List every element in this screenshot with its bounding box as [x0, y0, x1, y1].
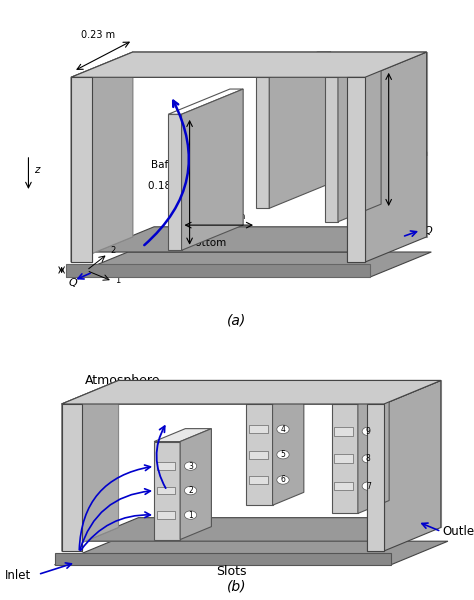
Polygon shape: [71, 52, 427, 77]
Text: Inlet: Inlet: [5, 569, 31, 582]
Text: 6: 6: [281, 475, 285, 484]
Polygon shape: [71, 52, 133, 262]
Text: 3: 3: [188, 461, 193, 470]
Polygon shape: [154, 442, 180, 539]
Polygon shape: [157, 462, 175, 470]
Polygon shape: [82, 518, 424, 541]
Text: H=0.21 m: H=0.21 m: [375, 148, 428, 158]
Polygon shape: [180, 428, 211, 539]
Circle shape: [184, 487, 197, 495]
Text: Q: Q: [423, 226, 432, 236]
Text: 8: 8: [366, 454, 371, 463]
Text: 4: 4: [281, 425, 285, 434]
Polygon shape: [335, 482, 353, 490]
Polygon shape: [62, 380, 441, 404]
Polygon shape: [55, 553, 391, 565]
Text: Baffle: Baffle: [151, 160, 181, 170]
Polygon shape: [249, 451, 268, 458]
Text: Slots: Slots: [216, 565, 246, 578]
Polygon shape: [62, 404, 82, 551]
Polygon shape: [384, 380, 441, 551]
Polygon shape: [133, 52, 427, 237]
Polygon shape: [71, 77, 92, 262]
Polygon shape: [249, 476, 268, 484]
Polygon shape: [82, 404, 367, 541]
Polygon shape: [157, 511, 175, 519]
Polygon shape: [332, 404, 358, 514]
Polygon shape: [246, 404, 273, 505]
Text: Q: Q: [69, 278, 78, 287]
Circle shape: [277, 425, 289, 434]
Circle shape: [184, 462, 197, 470]
Polygon shape: [347, 77, 365, 262]
Polygon shape: [347, 77, 365, 262]
Text: 2: 2: [110, 246, 116, 255]
Polygon shape: [325, 59, 381, 77]
Polygon shape: [62, 380, 118, 551]
Polygon shape: [256, 77, 269, 208]
Text: Bottom: Bottom: [188, 238, 226, 248]
Polygon shape: [62, 404, 82, 551]
Circle shape: [362, 427, 374, 436]
Text: 1: 1: [188, 511, 193, 520]
Polygon shape: [367, 404, 384, 551]
Polygon shape: [332, 391, 389, 404]
Circle shape: [362, 482, 374, 490]
Text: 1: 1: [115, 276, 120, 285]
Polygon shape: [71, 52, 133, 262]
Circle shape: [277, 476, 289, 484]
Polygon shape: [365, 52, 427, 262]
Circle shape: [277, 451, 289, 459]
Text: z: z: [84, 262, 89, 271]
Polygon shape: [157, 487, 175, 494]
Text: Outlet: Outlet: [443, 525, 474, 538]
Polygon shape: [92, 227, 409, 252]
Polygon shape: [256, 52, 331, 77]
Polygon shape: [273, 391, 304, 505]
Circle shape: [184, 511, 197, 520]
Text: Baffle: Baffle: [375, 130, 406, 139]
Polygon shape: [66, 252, 431, 277]
Circle shape: [362, 454, 374, 463]
Polygon shape: [55, 541, 448, 565]
Polygon shape: [92, 77, 347, 252]
Polygon shape: [168, 89, 243, 114]
Polygon shape: [358, 391, 389, 514]
Text: (a): (a): [228, 313, 246, 327]
Polygon shape: [71, 77, 92, 262]
Text: 0.18 m: 0.18 m: [147, 181, 184, 191]
Text: 0.03 m: 0.03 m: [66, 266, 98, 275]
Text: 2: 2: [188, 486, 193, 495]
Text: 0.23 m: 0.23 m: [82, 29, 115, 40]
Polygon shape: [118, 380, 441, 527]
Polygon shape: [269, 52, 331, 208]
Text: Atmosphere: Atmosphere: [85, 374, 161, 387]
Text: z: z: [34, 164, 40, 175]
Text: w=0.113 m: w=0.113 m: [192, 212, 245, 221]
Polygon shape: [182, 89, 243, 250]
Polygon shape: [71, 52, 427, 77]
Text: 9: 9: [366, 427, 371, 436]
Polygon shape: [367, 404, 384, 551]
Polygon shape: [62, 380, 118, 551]
Polygon shape: [335, 427, 353, 436]
Polygon shape: [66, 264, 370, 277]
Text: 5: 5: [281, 450, 285, 459]
Polygon shape: [325, 77, 338, 222]
Polygon shape: [62, 380, 441, 404]
Polygon shape: [249, 425, 268, 433]
Polygon shape: [168, 114, 182, 250]
Text: (b): (b): [227, 579, 247, 593]
Polygon shape: [338, 59, 381, 222]
Text: 7: 7: [366, 482, 371, 491]
Polygon shape: [335, 454, 353, 463]
Text: Baffle: Baffle: [301, 127, 331, 136]
Polygon shape: [246, 391, 304, 404]
Polygon shape: [154, 428, 211, 442]
